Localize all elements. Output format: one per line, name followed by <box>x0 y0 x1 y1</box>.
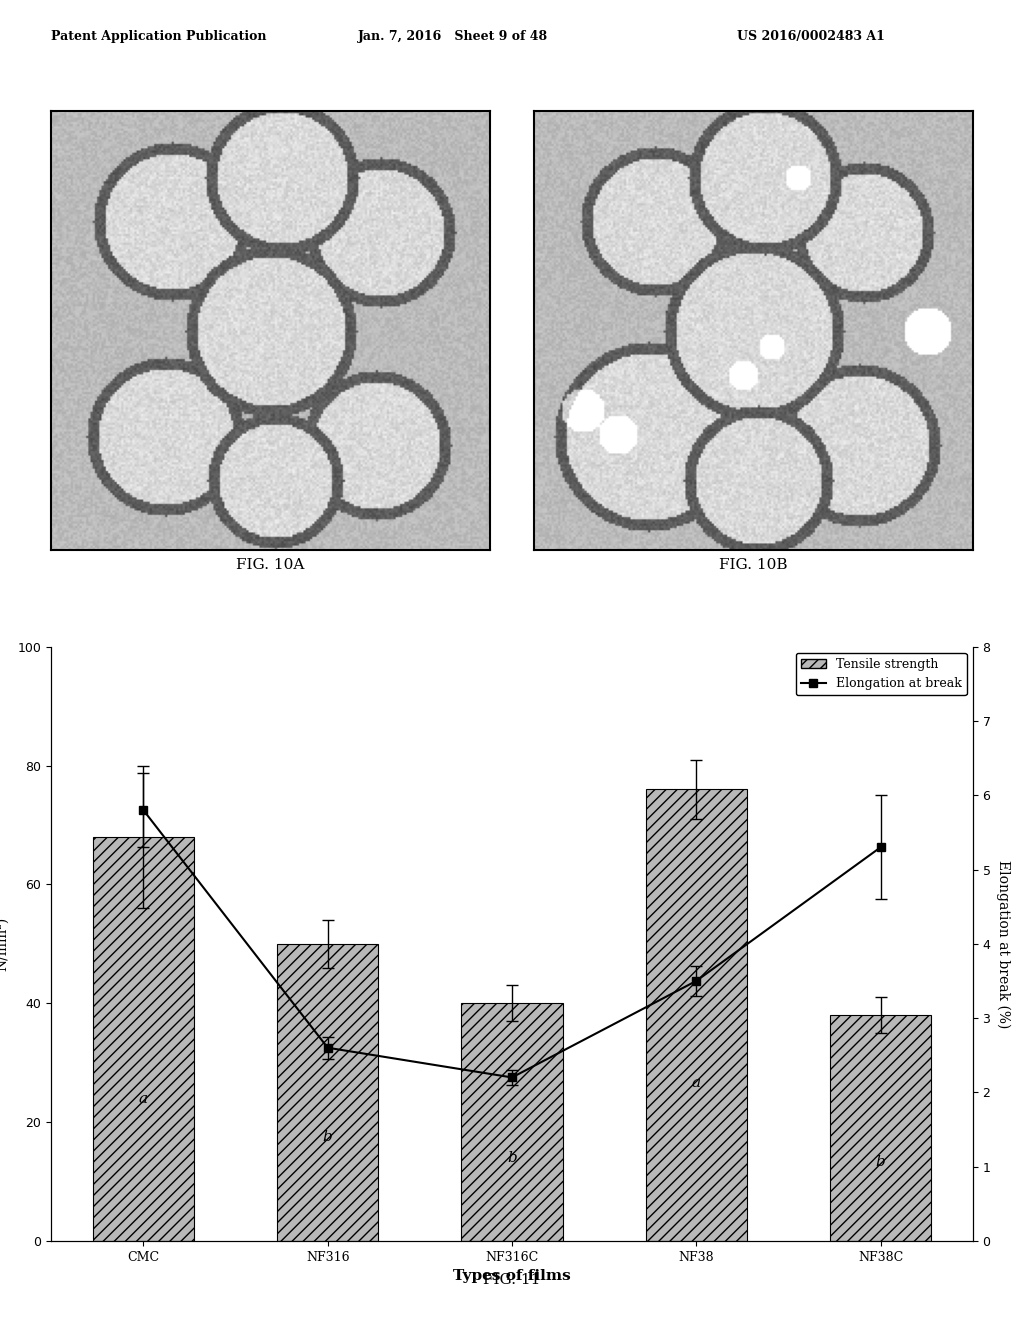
Text: b: b <box>507 1151 517 1164</box>
Text: b: b <box>876 1155 886 1168</box>
X-axis label: Types of films: Types of films <box>454 1269 570 1283</box>
Text: a: a <box>692 1076 700 1090</box>
Bar <box>93 837 195 1241</box>
Bar <box>829 1015 932 1241</box>
Text: b: b <box>323 1130 333 1144</box>
Text: US 2016/0002483 A1: US 2016/0002483 A1 <box>737 30 885 44</box>
Bar <box>646 789 748 1241</box>
X-axis label: FIG. 10A: FIG. 10A <box>237 558 305 573</box>
Y-axis label: Elongation at break (%): Elongation at break (%) <box>995 859 1010 1028</box>
Bar <box>461 1003 563 1241</box>
Legend: Tensile strength, Elongation at break: Tensile strength, Elongation at break <box>796 653 967 696</box>
Text: Patent Application Publication: Patent Application Publication <box>51 30 266 44</box>
Text: FIG. 11: FIG. 11 <box>483 1272 541 1287</box>
Text: Jan. 7, 2016   Sheet 9 of 48: Jan. 7, 2016 Sheet 9 of 48 <box>358 30 549 44</box>
Bar <box>276 944 379 1241</box>
X-axis label: FIG. 10B: FIG. 10B <box>719 558 787 573</box>
Text: a: a <box>139 1093 147 1106</box>
Y-axis label: Tensile strength (MPa ,
N/mm²): Tensile strength (MPa , N/mm²) <box>0 862 9 1026</box>
